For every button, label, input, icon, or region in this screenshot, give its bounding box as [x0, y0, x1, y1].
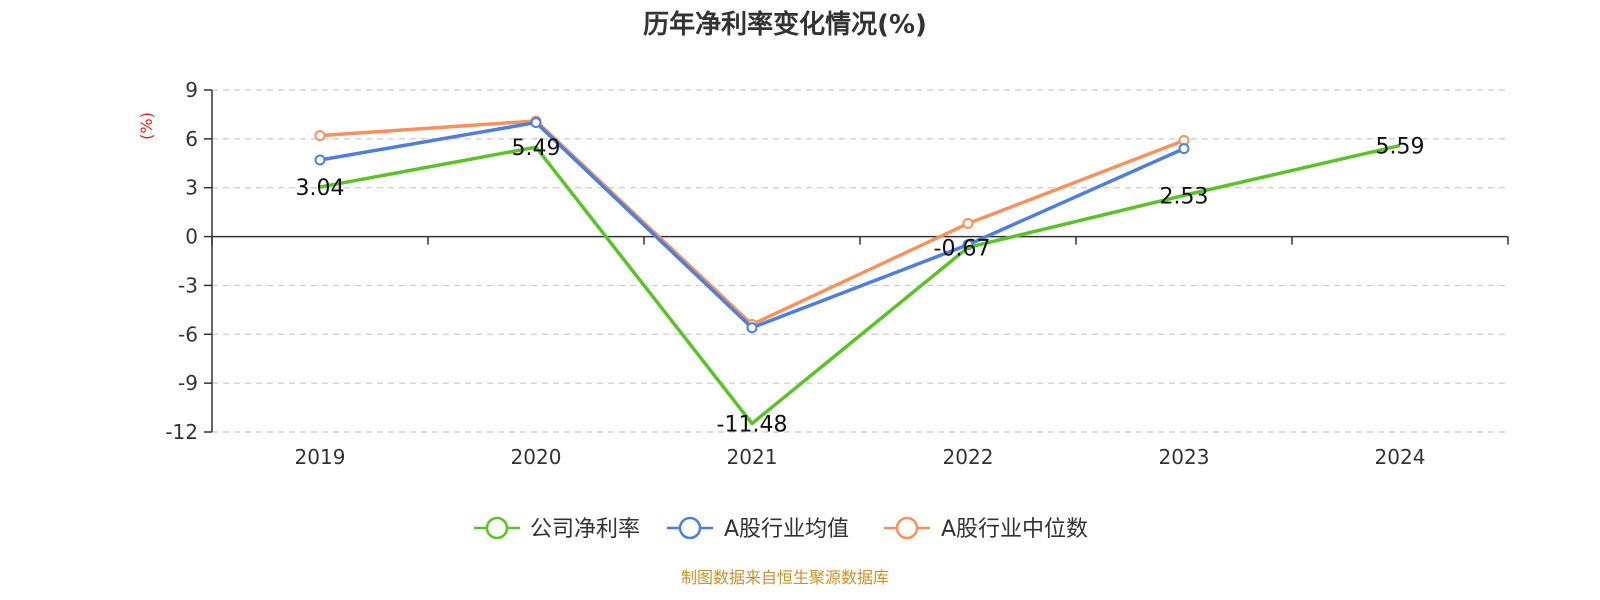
legend-label: A股行业均值	[724, 517, 849, 542]
y-axis-unit: (%)	[137, 112, 156, 140]
data-point-1	[530, 117, 542, 129]
y-tick-label: 9	[185, 78, 198, 102]
y-tick-label: 6	[185, 127, 198, 151]
legend: 公司净利率 A股行业均值 A股行业中位数	[474, 516, 1088, 542]
legend-label: 公司净利率	[530, 517, 640, 542]
legend-label: A股行业中位数	[941, 517, 1088, 542]
data-label: 2.53	[1160, 184, 1209, 209]
data-point-2	[314, 130, 326, 142]
x-tick-label: 2023	[1159, 445, 1210, 469]
data-label: 5.49	[512, 136, 561, 161]
series-group	[314, 115, 1401, 426]
series-line-0	[319, 143, 1401, 426]
y-tick-label: -12	[165, 420, 198, 444]
data-label: 5.59	[1376, 135, 1425, 160]
axes: 9 6 3 0 -3 -6 -9 -12 2019 2020 2021 2022 2023 2024	[165, 78, 1509, 469]
x-tick-label: 2021	[727, 445, 778, 469]
source-note: 制图数据来自恒生聚源数据库	[681, 568, 889, 587]
series-line-2	[319, 119, 1185, 327]
y-tick-label: 3	[185, 176, 198, 200]
y-tick-label: 0	[185, 225, 198, 249]
data-label: 3.04	[296, 176, 345, 201]
y-tick-label: -6	[178, 322, 198, 346]
data-point-1	[746, 322, 758, 334]
y-tick-label: -9	[178, 371, 198, 395]
data-label: -11.48	[717, 413, 788, 438]
y-tick-label: -3	[178, 273, 198, 297]
data-point-1	[1178, 143, 1190, 155]
data-point-1	[314, 154, 326, 166]
x-tick-label: 2020	[511, 445, 562, 469]
x-tick-label: 2024	[1375, 445, 1426, 469]
data-point-2	[962, 218, 974, 230]
data-label: -0.67	[934, 236, 991, 261]
grid-lines	[212, 89, 1508, 433]
chart-title: 历年净利率变化情况(%)	[643, 9, 927, 40]
legend-marker-icon	[895, 516, 919, 540]
legend-marker-icon	[678, 516, 702, 540]
legend-marker-icon	[485, 516, 509, 540]
data-labels: 3.04 5.49 -11.48 -0.67 2.53 5.59	[296, 135, 1425, 438]
x-tick-label: 2022	[943, 445, 994, 469]
x-tick-label: 2019	[295, 445, 346, 469]
